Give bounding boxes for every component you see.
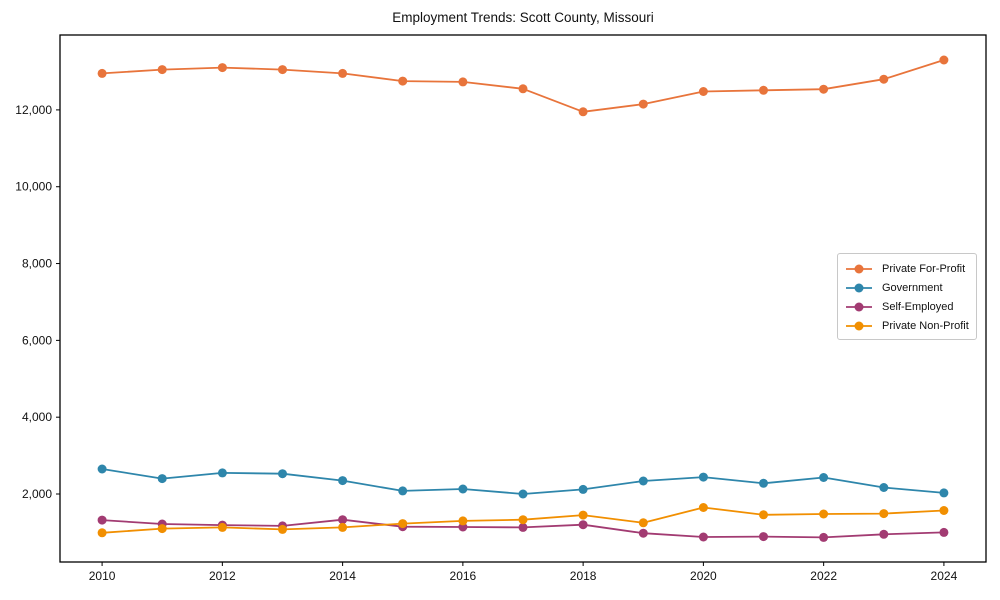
data-point-private-for-profit-2013 — [278, 65, 287, 75]
data-point-private-non-profit-2019 — [638, 518, 648, 528]
data-point-private-for-profit-2020 — [698, 87, 708, 96]
data-point-private-for-profit-2015 — [398, 76, 408, 86]
data-point-private-non-profit-2020 — [698, 503, 708, 512]
data-point-private-for-profit-2024 — [939, 55, 949, 65]
data-point-government-2017 — [518, 489, 528, 499]
legend-marker-private-for-profit-icon — [846, 264, 872, 273]
data-point-private-for-profit-2016 — [458, 77, 468, 87]
data-point-government-2019 — [638, 476, 648, 486]
legend-item-government: Government — [845, 278, 969, 297]
data-point-government-2011 — [157, 474, 167, 484]
data-point-government-2022 — [819, 473, 829, 482]
data-point-private-non-profit-2023 — [879, 509, 889, 519]
x-axis: 2010 2012 2014 2016 2018 2020 2022 2024 — [89, 562, 958, 583]
x-tick-label: 2024 — [931, 569, 958, 583]
y-tick-label: 12,000 — [15, 103, 52, 117]
data-point-self-employed-2014 — [338, 515, 348, 525]
x-tick-label: 2016 — [450, 569, 477, 583]
plot-border — [59, 34, 987, 563]
series-private-non-profit — [97, 503, 949, 538]
series-self-employed — [97, 515, 949, 542]
data-point-self-employed-2021 — [759, 532, 768, 542]
legend-label-private-for-profit: Private For-Profit — [882, 262, 966, 275]
data-point-self-employed-2019 — [638, 528, 648, 538]
data-point-government-2013 — [278, 469, 287, 479]
data-point-government-2024 — [939, 488, 949, 498]
legend-item-self-employed: Self-Employed — [845, 297, 969, 316]
y-tick-label: 8,000 — [22, 257, 52, 271]
data-point-private-non-profit-2014 — [338, 522, 348, 532]
y-tick-label: 6,000 — [22, 333, 52, 347]
data-point-government-2023 — [879, 483, 889, 492]
data-point-government-2020 — [698, 472, 708, 482]
data-point-private-for-profit-2023 — [879, 74, 889, 84]
data-point-government-2016 — [458, 484, 468, 494]
legend-item-private-non-profit: Private Non-Profit — [845, 316, 969, 335]
legend-label-self-employed: Self-Employed — [882, 300, 954, 313]
series-government — [97, 464, 949, 499]
data-point-private-non-profit-2013 — [278, 524, 287, 534]
y-tick-label: 10,000 — [15, 180, 52, 194]
x-tick-label: 2010 — [89, 569, 116, 583]
data-point-government-2010 — [97, 464, 107, 474]
data-point-self-employed-2018 — [578, 520, 588, 530]
x-tick-label: 2018 — [570, 569, 597, 583]
legend-marker-self-employed-icon — [846, 302, 872, 311]
data-point-private-for-profit-2011 — [157, 65, 167, 75]
data-point-private-non-profit-2022 — [819, 509, 829, 519]
data-point-self-employed-2022 — [819, 532, 829, 542]
data-point-private-non-profit-2015 — [398, 519, 408, 529]
data-point-government-2012 — [217, 468, 227, 478]
data-point-private-non-profit-2017 — [518, 515, 528, 525]
data-point-private-non-profit-2024 — [939, 506, 949, 515]
data-point-private-for-profit-2022 — [819, 84, 829, 94]
y-axis: 2,000 4,000 6,000 8,000 10,000 12,000 — [15, 103, 60, 501]
legend-label-private-non-profit: Private Non-Profit — [882, 319, 969, 332]
series-private-for-profit — [97, 55, 949, 117]
x-tick-label: 2012 — [209, 569, 236, 583]
data-point-private-non-profit-2012 — [217, 522, 227, 532]
y-tick-label: 4,000 — [22, 410, 52, 424]
data-point-government-2018 — [578, 484, 588, 494]
chart-title: Employment Trends: Scott County, Missour… — [392, 10, 654, 25]
x-tick-label: 2020 — [690, 569, 717, 583]
legend-marker-government-icon — [846, 283, 872, 292]
data-point-private-non-profit-2016 — [458, 516, 468, 526]
data-point-self-employed-2020 — [698, 532, 708, 542]
legend-item-private-for-profit: Private For-Profit — [845, 259, 969, 278]
data-point-private-for-profit-2021 — [759, 85, 768, 95]
data-point-private-non-profit-2010 — [97, 528, 107, 538]
legend-marker-private-non-profit-icon — [846, 321, 872, 330]
legend-label-government: Government — [882, 281, 943, 294]
data-point-private-for-profit-2019 — [638, 99, 648, 109]
data-point-private-for-profit-2010 — [97, 68, 107, 78]
data-point-private-for-profit-2014 — [338, 68, 348, 78]
data-point-government-2014 — [338, 476, 348, 486]
legend: Private For-Profit Government Self-Employe… — [837, 253, 977, 340]
data-point-private-non-profit-2021 — [759, 510, 768, 520]
data-point-private-for-profit-2017 — [518, 84, 528, 94]
data-point-private-non-profit-2018 — [578, 510, 588, 520]
data-point-self-employed-2023 — [879, 529, 889, 539]
data-point-private-for-profit-2012 — [217, 63, 227, 73]
data-point-self-employed-2010 — [97, 515, 107, 525]
data-point-government-2015 — [398, 486, 408, 496]
data-point-government-2021 — [759, 478, 768, 488]
data-point-private-non-profit-2011 — [157, 524, 167, 534]
data-point-self-employed-2017 — [518, 522, 528, 532]
y-tick-label: 2,000 — [22, 487, 52, 501]
data-point-private-for-profit-2018 — [578, 107, 588, 117]
x-tick-label: 2022 — [810, 569, 837, 583]
data-point-self-employed-2024 — [939, 527, 949, 537]
x-tick-label: 2014 — [329, 569, 356, 583]
